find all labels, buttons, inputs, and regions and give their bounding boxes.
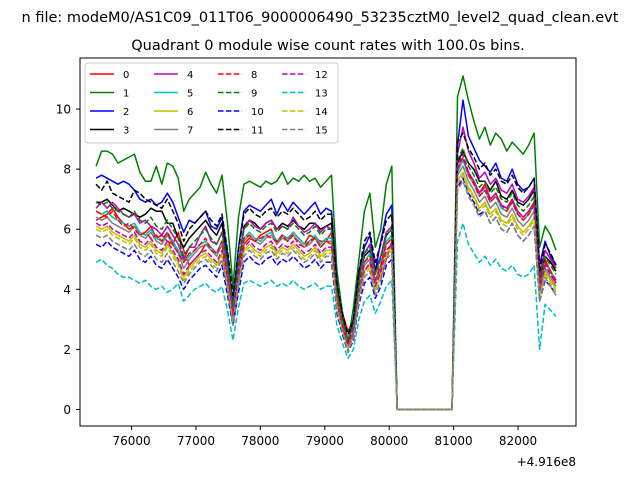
series-line-14 [95,174,557,411]
series-line-6 [95,171,557,411]
chart-suptitle: n file: modeM0/AS1C09_011T06_9000006490_… [22,10,619,26]
x-tick-label: 78000 [241,434,279,448]
legend-label-15: 15 [315,126,328,137]
plot-area-frame [79,57,577,427]
y-tick-label: 4 [63,283,71,297]
legend-label-10: 10 [251,107,264,118]
y-axis: 0 2 4 6 8 10 [56,103,80,417]
y-tick-label: 0 [63,403,71,417]
legend-label-2: 2 [123,107,129,118]
series-line-1 [95,75,557,411]
legend-label-1: 1 [123,89,129,100]
legend-label-13: 13 [315,89,328,100]
legend-label-11: 11 [251,126,264,137]
x-axis: 76000 77000 78000 79000 80000 81000 82000 [112,426,537,448]
series-line-11 [95,132,557,411]
series-line-2 [95,99,557,411]
x-tick-label: 77000 [177,434,215,448]
series-line-10 [95,177,557,411]
legend-label-4: 4 [187,70,193,81]
series-line-8 [95,156,557,411]
legend-label-6: 6 [187,107,193,118]
series-line-4 [95,126,557,411]
series-line-12 [95,153,557,411]
x-tick-label: 82000 [499,434,537,448]
x-tick-label: 81000 [435,434,473,448]
series-line-15 [95,180,557,411]
y-tick-label: 10 [56,103,71,117]
legend-label-5: 5 [187,89,193,100]
x-offset-label: +4.916e8 [517,455,576,469]
y-tick-label: 6 [63,223,71,237]
legend-label-7: 7 [187,126,193,137]
legend-label-14: 14 [315,107,328,118]
series-lines [95,75,557,411]
x-tick-label: 79000 [306,434,344,448]
series-line-9 [95,147,557,411]
legend-label-9: 9 [251,89,257,100]
series-line-13 [95,222,557,411]
x-tick-label: 76000 [112,434,150,448]
legend-frame [84,62,339,144]
legend-label-3: 3 [123,126,129,137]
chart-title: Quadrant 0 module wise count rates with … [131,38,525,54]
legend-label-8: 8 [251,70,257,81]
y-tick-label: 8 [63,163,71,177]
y-tick-label: 2 [63,343,71,357]
legend-label-0: 0 [123,70,129,81]
legend-label-12: 12 [315,70,328,81]
x-tick-label: 80000 [370,434,408,448]
